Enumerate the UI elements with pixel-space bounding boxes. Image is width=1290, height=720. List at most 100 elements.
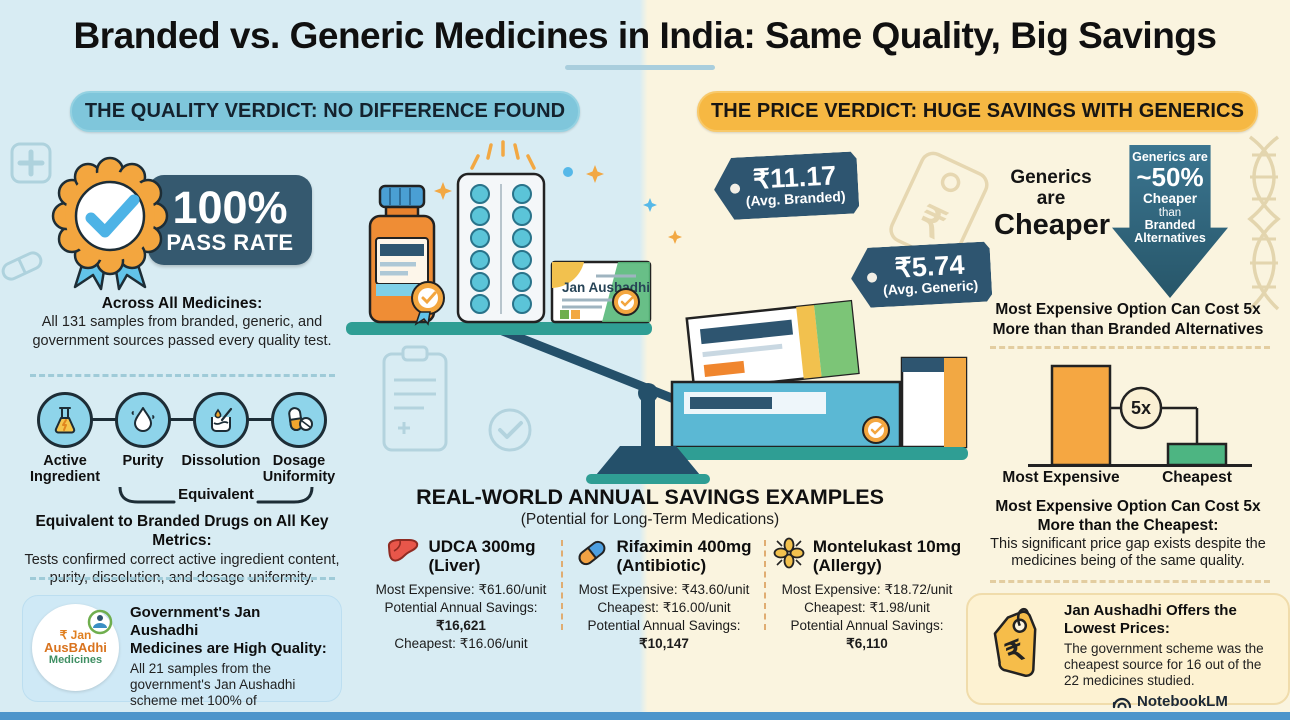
metric-label: Dissolution bbox=[181, 453, 261, 469]
logo-line1: ₹ Jan bbox=[59, 627, 92, 642]
divider bbox=[990, 580, 1270, 583]
generic-price-label: (Avg. Generic) bbox=[882, 277, 979, 299]
divider bbox=[990, 346, 1270, 349]
price-header: THE PRICE VERDICT: HUGE SAVINGS WITH GEN… bbox=[697, 91, 1258, 132]
bar-label-cheapest: Cheapest bbox=[1162, 469, 1232, 486]
arrow-value: ~50% bbox=[1136, 162, 1204, 193]
blister-pack-icon bbox=[456, 172, 546, 324]
equivalence-body: Tests confirmed correct active ingredien… bbox=[24, 551, 340, 586]
metric-label: Purity bbox=[122, 453, 164, 469]
arrow-line5: Alternatives bbox=[1134, 231, 1206, 246]
pass-rate-label: PASS RATE bbox=[166, 229, 294, 255]
liver-icon bbox=[388, 539, 419, 562]
cheaper-line2: Cheaper bbox=[994, 208, 1111, 241]
across-all-heading: Across All Medicines: bbox=[101, 295, 263, 312]
quality-metrics-row: Active Ingredient Purity Dissolution bbox=[26, 392, 338, 485]
metric-label: Dosage Uniformity bbox=[262, 453, 336, 485]
heading-line1: Government's Jan Aushadhi bbox=[130, 604, 261, 639]
equivalent-label: Equivalent bbox=[178, 486, 254, 503]
gap-note: Most Expensive Option Can Cost 5x More t… bbox=[970, 497, 1286, 571]
logo-line3: Medicines bbox=[48, 653, 103, 666]
dna-icon bbox=[1247, 135, 1281, 311]
heading-line2: Lowest Prices: bbox=[1064, 620, 1170, 637]
page-title: Branded vs. Generic Medicines in India: … bbox=[73, 15, 1217, 56]
capsule-icon bbox=[579, 540, 606, 566]
pass-rate-value: 100% bbox=[172, 181, 288, 233]
avg-branded-price-tag: ₹11.17 (Avg. Branded) bbox=[712, 151, 859, 220]
jan-aushadhi-quality-text: Government's Jan Aushadhi Medicines are … bbox=[130, 604, 332, 720]
across-all-body: All 131 samples from branded, generic, a… bbox=[32, 314, 332, 349]
sparkles bbox=[434, 140, 682, 244]
example-name: Rifaximin 400mg bbox=[616, 537, 752, 556]
jan-aushadhi-card: Jan Aushadhi bbox=[550, 260, 652, 324]
branded-note-line1: Most Expensive Option Can Cost 5x bbox=[995, 301, 1261, 318]
medicine-bottle-icon bbox=[368, 184, 445, 326]
pill-capsule-icon bbox=[1, 251, 43, 281]
beaker-icon bbox=[193, 392, 249, 448]
divider bbox=[30, 374, 335, 377]
title-underline bbox=[565, 65, 715, 70]
branded-note: Most Expensive Option Can Cost 5x More t… bbox=[972, 300, 1284, 340]
brand-name: NotebookLM bbox=[1137, 693, 1228, 710]
quality-header: THE QUALITY VERDICT: NO DIFFERENCE FOUND bbox=[70, 91, 580, 132]
branded-price-label: (Avg. Branded) bbox=[745, 188, 846, 210]
svg-text:₹: ₹ bbox=[911, 198, 953, 249]
price-ratio-bar-chart: 5x bbox=[1028, 364, 1252, 467]
metric-label: Active Ingredient bbox=[29, 453, 101, 485]
example-montelukast: Montelukast 10mg (Allergy) Most Expensiv… bbox=[768, 537, 966, 652]
flask-icon bbox=[37, 392, 93, 448]
example-category: (Antibiotic) bbox=[616, 556, 707, 576]
cheapest-bar bbox=[1166, 442, 1228, 467]
equivalent-bracket bbox=[118, 487, 314, 504]
heading-line1: Jan Aushadhi Offers the bbox=[1064, 602, 1237, 619]
seal-check-icon bbox=[488, 408, 532, 452]
cheaper-line1: Generics are bbox=[1010, 167, 1092, 209]
heading-line2: Medicines are High Quality: bbox=[130, 640, 327, 657]
fifty-percent-down-arrow: Generics are ~50% Cheaper than Branded A… bbox=[1112, 145, 1228, 298]
savings-heading: REAL-WORLD ANNUAL SAVINGS EXAMPLES bbox=[416, 485, 884, 509]
multiplier-label: 5x bbox=[1131, 398, 1151, 418]
droplet-icon bbox=[115, 392, 171, 448]
pass-rate-badge: 100% PASS RATE bbox=[148, 175, 312, 265]
notebooklm-logo bbox=[1112, 697, 1132, 709]
arrow-line3: than bbox=[1158, 206, 1182, 219]
metric-active-ingredient: Active Ingredient bbox=[26, 392, 104, 485]
example-name: Montelukast 10mg bbox=[812, 537, 962, 556]
medicine-boxes-stack bbox=[670, 299, 968, 449]
allergy-pollen-icon bbox=[773, 537, 805, 569]
scale-right-pan bbox=[658, 447, 968, 460]
example-rifaximin: Rifaximin 400mg (Antibiotic) Most Expens… bbox=[565, 537, 763, 652]
gap-note-body: This significant price gap exists despit… bbox=[990, 535, 1266, 570]
example-category: (Allergy) bbox=[812, 556, 882, 576]
metric-dosage-uniformity: Dosage Uniformity bbox=[260, 392, 338, 485]
metric-dissolution: Dissolution bbox=[182, 392, 260, 485]
jan-aushadhi-price-text: Jan Aushadhi Offers the Lowest Prices: T… bbox=[1064, 602, 1276, 690]
bottom-accent-bar bbox=[0, 712, 1290, 720]
jan-aushadhi-logo: ₹ Jan AusBAdhi Medicines bbox=[32, 604, 119, 691]
divider bbox=[561, 540, 563, 630]
capsule-pill-icon bbox=[271, 392, 327, 448]
body: The government scheme was the cheapest s… bbox=[1064, 641, 1264, 689]
rupee-tag-icon: ₹ bbox=[993, 608, 1037, 677]
example-udca: UDCA 300mg (Liver) Most Expensive: ₹61.6… bbox=[375, 537, 547, 651]
arrow-line4: Branded bbox=[1144, 217, 1196, 232]
bar-label-most-expensive: Most Expensive bbox=[1002, 469, 1120, 486]
savings-subheading: (Potential for Long-Term Medications) bbox=[520, 511, 780, 528]
example-name: UDCA 300mg bbox=[428, 537, 536, 556]
arrow-line1: Generics are bbox=[1132, 150, 1208, 164]
divider bbox=[764, 540, 766, 630]
equivalence-block: Equivalent to Branded Drugs on All Key M… bbox=[16, 512, 348, 587]
metric-purity: Purity bbox=[104, 392, 182, 485]
arrow-line2: Cheaper bbox=[1142, 191, 1198, 207]
clipboard-icon bbox=[382, 345, 448, 452]
gap-note-heading1: Most Expensive Option Can Cost 5x bbox=[995, 498, 1261, 515]
rosette-check-icon bbox=[51, 156, 169, 291]
card-label: Jan Aushadhi bbox=[562, 280, 650, 295]
footer-brand: NotebookLM bbox=[1112, 693, 1228, 710]
across-all-block: Across All Medicines: All 131 samples fr… bbox=[28, 294, 336, 350]
generics-cheaper-callout: Generics are Cheaper bbox=[994, 167, 1111, 241]
divider bbox=[30, 577, 335, 580]
logo-line2: AusBAdhi bbox=[44, 640, 107, 656]
balance-scale-illustration: ₹ bbox=[346, 140, 989, 484]
